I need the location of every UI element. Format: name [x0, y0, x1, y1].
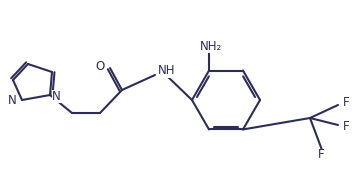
Text: N: N: [8, 94, 17, 107]
Text: F: F: [318, 148, 324, 161]
Text: NH: NH: [158, 64, 176, 77]
Text: F: F: [343, 120, 350, 133]
Text: N: N: [52, 89, 61, 102]
Text: O: O: [96, 60, 105, 73]
Text: NH₂: NH₂: [200, 40, 222, 53]
Text: F: F: [343, 96, 350, 109]
